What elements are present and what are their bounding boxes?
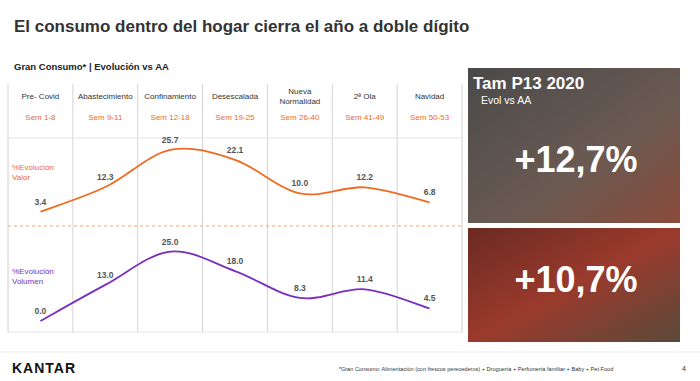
data-label: 22.1 (227, 145, 244, 155)
category-label: 2ª Ola (354, 92, 377, 101)
plot-area (40, 149, 429, 321)
data-label: 4.5 (424, 293, 436, 303)
page-number: 4 (682, 365, 686, 372)
series-line (40, 149, 429, 212)
period-label: Sem 26-40 (280, 113, 320, 122)
brand: KANTAR (12, 360, 76, 376)
category-label: Confinamiento (144, 92, 196, 101)
period-label: Sem 12-18 (151, 113, 191, 122)
data-label: 25.7 (162, 135, 179, 145)
column-separator (72, 84, 73, 332)
category-label: Abastecimiento (78, 92, 133, 101)
period-label: Sem 41-49 (345, 113, 385, 122)
series-line (40, 251, 429, 321)
column-separator (267, 84, 268, 332)
panel-box (468, 228, 680, 342)
footer-rule (0, 352, 700, 353)
series-name: %EvoluciónVolumen (12, 267, 54, 286)
column-separator (397, 84, 398, 332)
panel-divider (8, 226, 462, 227)
period-label: Sem 9-11 (88, 113, 123, 122)
kpi: +12,7% (514, 139, 637, 180)
category-label: Desescalada (212, 92, 259, 101)
kpi: +10,7% (514, 259, 637, 300)
series-name-line: %Evolución (12, 267, 54, 276)
data-label: 12.2 (356, 172, 373, 182)
panel-box (468, 68, 680, 223)
series-name: %EvoluciónValor (12, 163, 54, 182)
panel-title: Tam P13 2020 (473, 74, 584, 93)
footnote: *Gran Consumo: Alimentación (con frescos… (339, 366, 614, 372)
category-label: Navidad (415, 92, 444, 101)
period-label: Sem 1-8 (25, 113, 56, 122)
data-label: 6.8 (424, 187, 436, 197)
data-label: 18.0 (227, 256, 244, 266)
labels: 3.412.325.722.110.012.26.8%EvoluciónValo… (12, 135, 436, 316)
data-label: 12.3 (97, 172, 114, 182)
series-name-line: %Evolución (12, 163, 54, 172)
data-label: 11.4 (357, 274, 373, 284)
column-separator (202, 84, 203, 332)
title: El consumo dentro del hogar cierra el añ… (14, 17, 469, 36)
period-label: Sem 19-25 (215, 113, 255, 122)
panel-subtitle: Evol vs AA (481, 94, 531, 106)
data-label: 10.0 (292, 178, 309, 188)
data-label: 25.0 (162, 237, 179, 247)
slide: El consumo dentro del hogar cierra el añ… (0, 0, 700, 381)
category-label-line: Nueva (288, 87, 312, 96)
series-name-line: Volumen (12, 277, 43, 286)
series-name-line: Valor (12, 173, 30, 182)
category-label: NuevaNormalidad (279, 87, 320, 106)
column-separator (137, 84, 138, 332)
data-label: 13.0 (97, 270, 114, 280)
data-label: 0.0 (35, 306, 47, 316)
period-label: Sem 50-53 (410, 113, 450, 122)
plot-frame (8, 138, 462, 332)
category-label: Pre- Covid (22, 92, 60, 101)
category-label-line: Normalidad (279, 97, 320, 106)
data-label: 3.4 (35, 197, 47, 207)
data-label: 8.3 (294, 283, 306, 293)
subtitle: Gran Consumo* | Evolución vs AA (14, 61, 169, 72)
